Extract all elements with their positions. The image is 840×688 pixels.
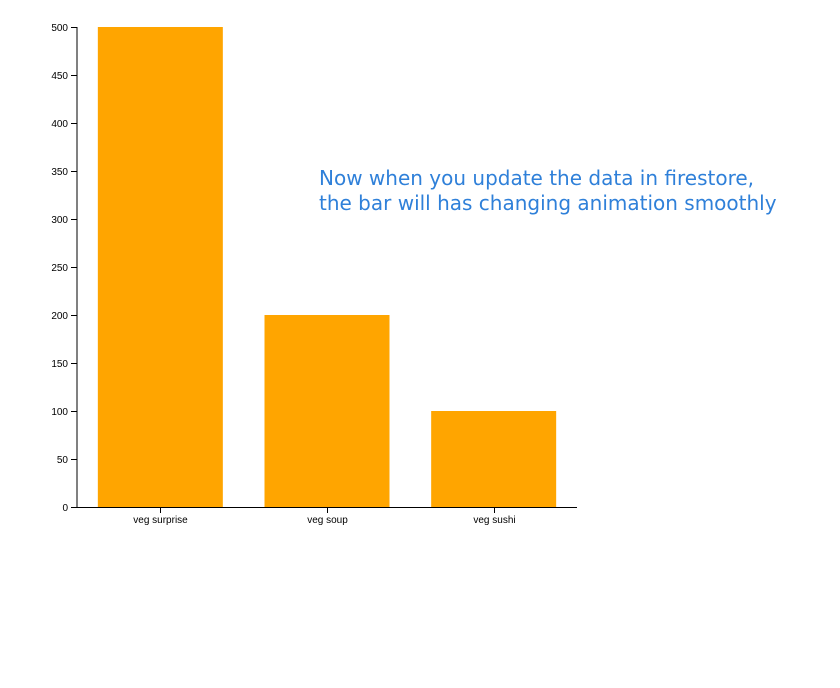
y-tick-label: 450: [51, 71, 68, 82]
x-tick-label: veg soup: [307, 515, 348, 526]
bars: [97, 27, 557, 507]
y-tick-label: 400: [51, 119, 68, 130]
y-tick-label: 300: [51, 215, 68, 226]
bar-veg-sushi: [431, 411, 557, 507]
y-tick-label: 350: [51, 167, 68, 178]
y-tick-label: 250: [51, 263, 68, 274]
x-axis: veg surprise veg soup veg sushi: [77, 507, 577, 526]
y-tick-label: 200: [51, 311, 68, 322]
y-tick-label: 100: [51, 407, 68, 418]
annotation-line-2: the bar will has changing animation smoo…: [319, 191, 777, 215]
y-tick-label: 0: [62, 503, 68, 514]
y-tick-label: 50: [57, 455, 69, 466]
y-axis: 0 50 100 150 200 250 300 350 400 450 500: [51, 23, 78, 514]
bar-veg-soup: [264, 315, 390, 507]
x-tick-label: veg surprise: [133, 515, 188, 526]
y-tick-label: 500: [51, 23, 68, 34]
bar-veg-surprise: [97, 27, 223, 507]
y-tick-label: 150: [51, 359, 68, 370]
x-tick-label: veg sushi: [473, 515, 515, 526]
annotation-text: Now when you update the data in firestor…: [319, 166, 834, 216]
annotation-line-1: Now when you update the data in firestor…: [319, 166, 755, 190]
